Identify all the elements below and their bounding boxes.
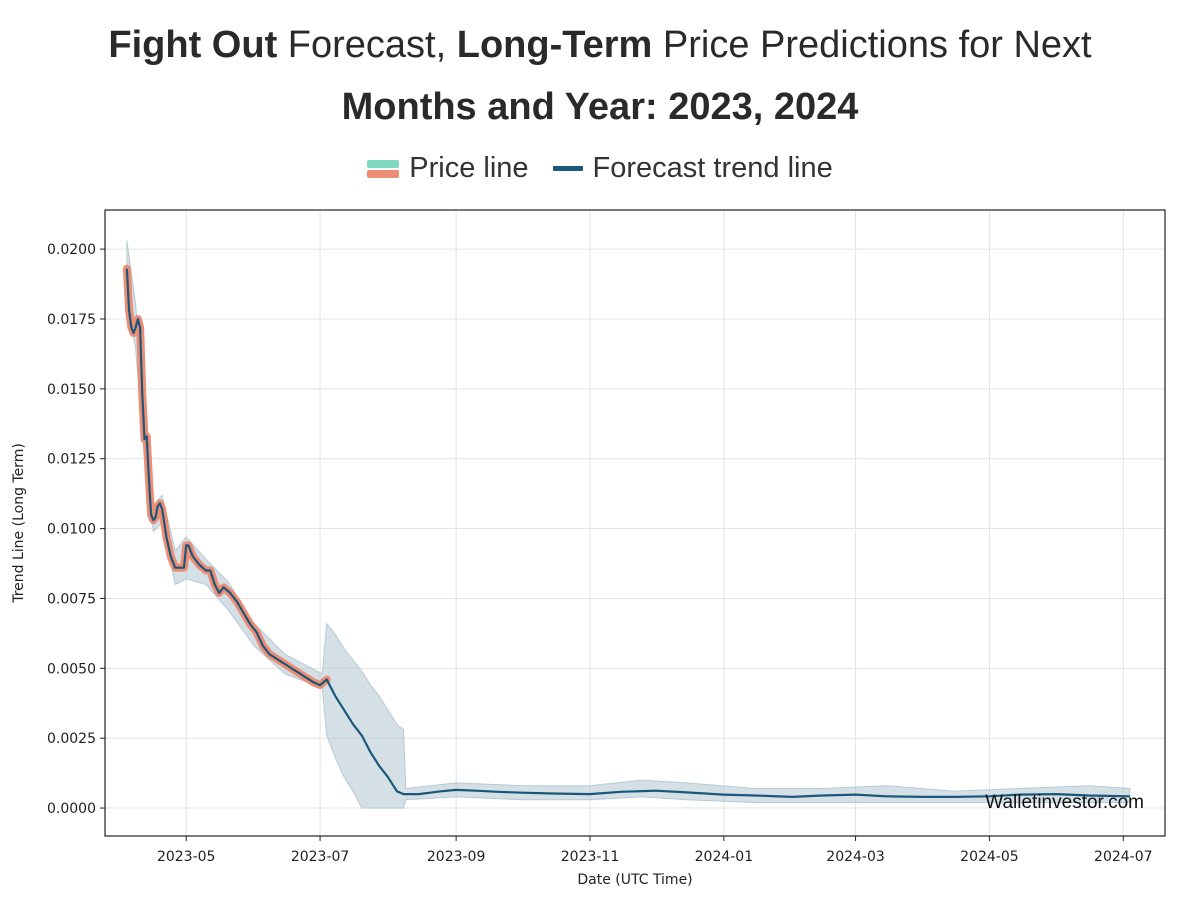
watermark-text: Walletinvestor.com — [985, 792, 1144, 813]
y-tick-label: 0.0150 — [47, 382, 96, 398]
forecast-trend-line-series — [125, 268, 1130, 799]
chart-title-line2: Months and Year: 2023, 2024 — [341, 86, 859, 128]
x-tick-label: 2023-07 — [291, 849, 350, 865]
title-predictions-text: Price Predictions for Next — [652, 24, 1092, 66]
x-tick-label: 2023-05 — [157, 849, 216, 865]
x-tick-label: 2024-03 — [826, 849, 885, 865]
forecast-band-layer — [126, 240, 1131, 809]
y-tick-label: 0.0025 — [47, 731, 96, 747]
y-tick-label: 0.0200 — [47, 242, 96, 258]
axis-ticks: 0.0000 0.0025 0.0050 0.0075 0.0100 0.0125 0.01… — [47, 242, 1153, 865]
series-lines-layer — [122, 264, 1130, 799]
forecast-line-swatch-icon — [552, 166, 583, 171]
legend-item-forecast-trend-line: Forecast trend line — [552, 152, 833, 185]
x-axis-label: Date (UTC Time) — [577, 872, 692, 888]
y-tick-label: 0.0000 — [47, 801, 96, 817]
plot-area-frame — [104, 209, 1166, 837]
y-tick-label: 0.0050 — [47, 661, 96, 677]
y-tick-label: 0.0125 — [47, 452, 96, 468]
chart-legend: Price line Forecast trend line — [0, 152, 1200, 185]
y-tick-label: 0.0075 — [47, 591, 96, 607]
y-axis-label: Trend Line (Long Term) — [11, 443, 27, 604]
x-tick-label: 2024-05 — [960, 849, 1019, 865]
price-line-swatch-icon — [367, 159, 400, 178]
legend-label-price-line: Price line — [409, 152, 529, 184]
chart-title: Fight Out Forecast, Long-Term Price Pred… — [0, 14, 1200, 138]
title-coin-name: Fight Out — [108, 24, 278, 66]
x-tick-label: 2024-07 — [1094, 849, 1153, 865]
title-long-term-text: Long-Term — [456, 24, 653, 66]
grid-lines — [105, 210, 1165, 836]
x-tick-label: 2024-01 — [695, 849, 754, 865]
legend-item-price-line: Price line — [367, 152, 529, 185]
x-tick-label: 2023-11 — [561, 849, 620, 865]
chart-title-line1: Fight Out Forecast, Long-Term Price Pred… — [0, 14, 1200, 76]
title-forecast-text: Forecast, — [277, 24, 457, 66]
legend-label-forecast-trend-line: Forecast trend line — [592, 152, 833, 184]
y-tick-label: 0.0175 — [47, 312, 96, 328]
forecast-confidence-band — [126, 240, 1131, 809]
y-tick-label: 0.0100 — [47, 522, 96, 538]
price-line-series — [122, 264, 331, 690]
x-tick-label: 2023-09 — [427, 849, 486, 865]
